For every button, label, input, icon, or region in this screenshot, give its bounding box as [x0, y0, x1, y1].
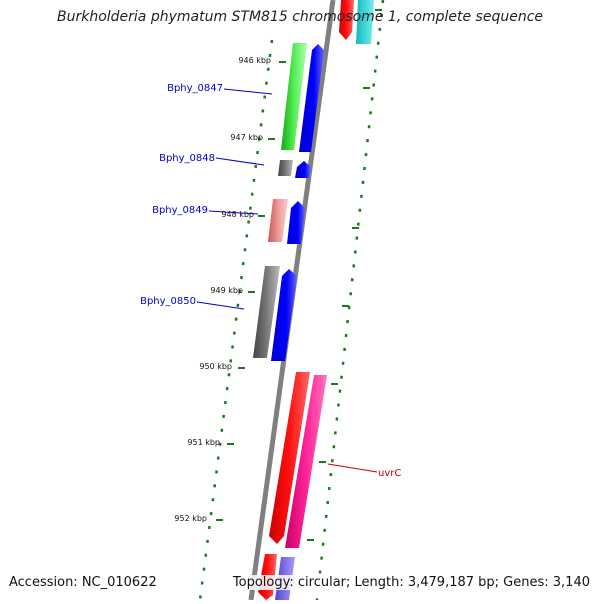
gene-labels: Bphy_0847 Bphy_0848 Bphy_0849 Bphy_0850 … [140, 83, 401, 479]
gene-label-uvrc[interactable]: uvrC [378, 468, 401, 479]
tick-label-950: 950 kbp [199, 362, 232, 371]
tick-label-952: 952 kbp [174, 514, 207, 523]
gene-label-bphy-0848[interactable]: Bphy_0848 [159, 153, 215, 164]
gene-feature-bphy-0848[interactable] [278, 160, 293, 176]
tick-label-951: 951 kbp [187, 438, 220, 447]
cds-feature-bphy-0848[interactable] [295, 161, 311, 178]
cds-feature-bphy-0847[interactable] [299, 44, 324, 152]
gene-label-bphy-0849[interactable]: Bphy_0849 [152, 205, 208, 216]
gene-feature-top-red[interactable] [339, 0, 354, 40]
inner-tick-track [198, 39, 274, 601]
gene-label-leaders [196, 88, 378, 473]
gene-feature-top-cyan[interactable] [356, 0, 374, 44]
tick-label-949: 949 kbp [210, 286, 243, 295]
gene-feature-bphy-0849[interactable] [268, 199, 288, 242]
gene-feature-uvrc[interactable] [269, 372, 310, 544]
tick-label-947: 947 kbp [230, 133, 263, 142]
page-title: Burkholderia phymatum STM815 chromosome … [56, 9, 543, 25]
tick-label-946: 946 kbp [238, 56, 271, 65]
cds-feature-uvrc[interactable] [285, 375, 327, 548]
gene-feature-bphy-0847[interactable] [281, 43, 307, 150]
scale-ticks [216, 9, 382, 541]
gene-feature-bphy-0850[interactable] [253, 266, 280, 358]
cds-feature-bphy-0850[interactable] [271, 269, 297, 361]
gene-label-bphy-0847[interactable]: Bphy_0847 [167, 83, 223, 94]
gene-label-bphy-0850[interactable]: Bphy_0850 [140, 296, 196, 307]
topology-text: Topology: circular; Length: 3,479,187 bp… [232, 575, 590, 590]
scale-tick-labels: 946 kbp 947 kbp 948 kbp 949 kbp 950 kbp … [174, 56, 271, 523]
tick-label-948: 948 kbp [221, 210, 254, 219]
outer-tick-track [315, 0, 385, 601]
cds-feature-bphy-0849[interactable] [287, 201, 305, 244]
accession-text: Accession: NC_010622 [9, 575, 157, 590]
